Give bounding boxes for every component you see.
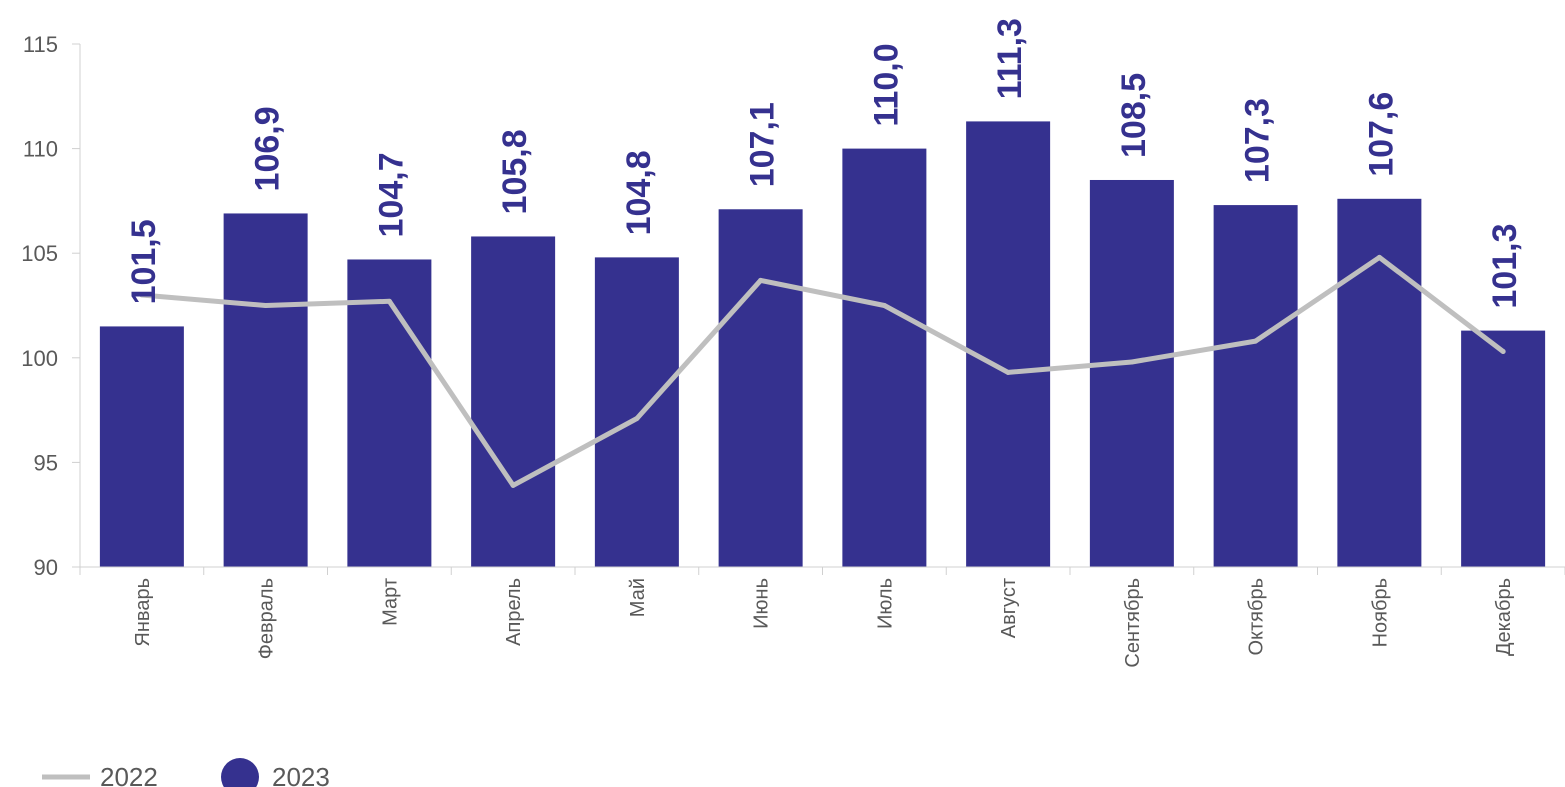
bar-data-label: 106,9 (249, 106, 287, 191)
line-2022-path (139, 254, 1506, 488)
legend-item-2023: 2023 (221, 758, 330, 787)
x-tick-label: Апрель (503, 578, 525, 646)
bar-data-label: 101,3 (1486, 224, 1524, 309)
line-2022 (139, 254, 1506, 488)
bar-5 (594, 257, 679, 567)
bar-2 (223, 213, 308, 567)
bar-data-label: 107,3 (1239, 98, 1277, 183)
y-tick-label: 115 (23, 32, 58, 57)
legend-circle-icon (221, 758, 259, 787)
line-point-7 (881, 303, 887, 308)
x-tick-label: Декабрь (1493, 578, 1515, 656)
x-axis: Январь Февраль Март Апрель Май Июнь Июль Август… (79, 566, 1565, 668)
line-point-10 (1253, 338, 1259, 344)
y-tick-label: 90 (34, 555, 58, 580)
y-tick-label: 100 (21, 346, 58, 371)
line-point-3 (386, 298, 392, 304)
bar-data-label: 107,6 (1362, 92, 1400, 177)
bar-data-label: 110,0 (867, 43, 905, 126)
y-tick-label: 105 (21, 241, 58, 266)
line-point-8 (1005, 369, 1011, 375)
bars-2023 (99, 121, 1546, 568)
x-tick-label: Май (627, 578, 649, 617)
line-point-5 (634, 415, 640, 421)
bar-1 (99, 326, 184, 567)
line-point-9 (1129, 359, 1135, 365)
bar-11 (1337, 198, 1422, 568)
x-tick-label: Январь (132, 578, 154, 647)
x-tick-label: Март (379, 578, 401, 626)
line-point-11 (1376, 254, 1382, 260)
y-tick-label: 110 (23, 137, 58, 162)
y-axis: 90 95 100 105 110 115 (21, 32, 81, 580)
bar-data-label: 108,5 (1115, 73, 1153, 158)
bar-8 (966, 121, 1051, 568)
bar-12 (1461, 330, 1546, 567)
x-tick-label: Ноябрь (1369, 578, 1391, 647)
line-point-4 (510, 482, 516, 488)
legend: 2022 2023 (42, 758, 330, 787)
legend-item-2022: 2022 (42, 762, 158, 787)
bar-4 (471, 236, 556, 568)
bar-9 (1089, 179, 1174, 568)
y-tick-label: 95 (34, 450, 58, 475)
bar-data-labels: 101,5 106,9 104,7 105,8 104,8 107,1 110,0 111,3… (125, 18, 1524, 309)
bar-data-label: 104,7 (372, 152, 410, 237)
x-tick-label: Август (998, 578, 1020, 638)
bar-data-label: 101,5 (125, 219, 163, 304)
x-tick-label: Сентябрь (1122, 578, 1144, 668)
x-tick-label: Июнь (751, 578, 773, 629)
line-point-12 (1500, 349, 1506, 355)
bar-7 (842, 148, 927, 567)
bar-data-label: 107,1 (744, 102, 782, 187)
bar-data-label: 105,8 (496, 129, 534, 214)
bar-10 (1213, 205, 1298, 568)
bar-data-label: 104,8 (620, 150, 658, 235)
x-tick-label: Июль (874, 578, 896, 629)
legend-label: 2022 (100, 762, 158, 787)
legend-label: 2023 (272, 762, 330, 787)
line-point-1 (139, 292, 145, 298)
bar-6 (718, 209, 803, 567)
line-point-6 (758, 277, 764, 283)
x-tick-label: Октябрь (1246, 578, 1268, 656)
x-tick-label: Февраль (256, 578, 278, 659)
line-point-2 (263, 303, 269, 308)
bar-3 (347, 259, 432, 567)
bar-data-label: 111,3 (991, 18, 1029, 99)
